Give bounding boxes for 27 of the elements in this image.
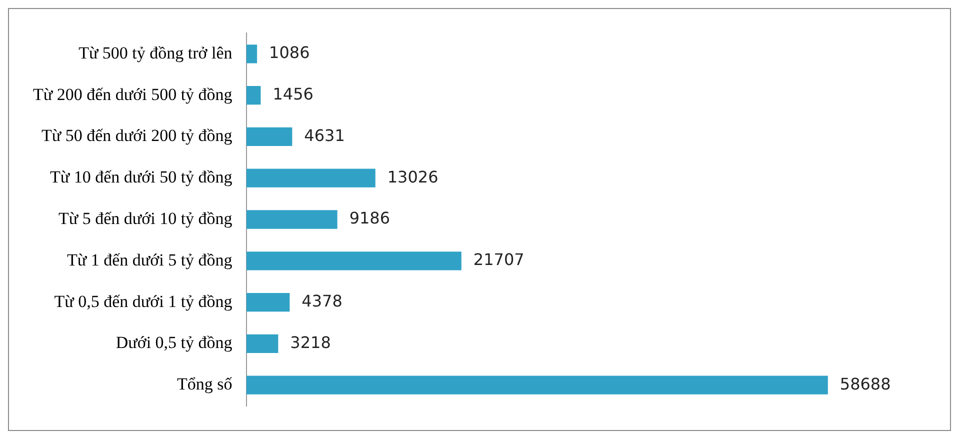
y-tick-label: Từ 200 đến dưới 500 tỷ đồng bbox=[32, 84, 233, 104]
data-label: 58688 bbox=[840, 374, 891, 394]
y-tick-label: Từ 1 đến dưới 5 tỷ đồng bbox=[66, 250, 233, 270]
y-tick-label: Từ 0,5 đến dưới 1 tỷ đồng bbox=[54, 292, 233, 311]
data-label: 4378 bbox=[302, 291, 342, 310]
data-label: 13026 bbox=[387, 167, 438, 186]
bar bbox=[246, 86, 261, 105]
data-label: 1456 bbox=[272, 84, 314, 104]
bar bbox=[246, 376, 828, 394]
data-label: 1086 bbox=[269, 43, 310, 62]
y-tick-label: Dưới 0,5 tỷ đồng bbox=[116, 333, 233, 352]
bar bbox=[246, 127, 292, 146]
bar bbox=[246, 210, 338, 229]
data-label: 3218 bbox=[290, 332, 331, 352]
bar bbox=[246, 334, 278, 354]
y-tick-label: Từ 500 tỷ đồng trở lên bbox=[78, 43, 233, 62]
bar bbox=[246, 44, 258, 64]
data-label: 4631 bbox=[304, 126, 345, 145]
bar bbox=[246, 252, 462, 270]
bar bbox=[246, 292, 290, 312]
data-label: 9186 bbox=[349, 208, 390, 228]
y-tick-label: Từ 50 đến dưới 200 tỷ đồng bbox=[41, 126, 233, 146]
y-tick-label: Tổng số bbox=[177, 374, 233, 394]
bar bbox=[246, 168, 376, 188]
y-tick-label: Từ 5 đến dưới 10 tỷ đồng bbox=[58, 208, 233, 228]
data-label: 21707 bbox=[473, 250, 524, 270]
y-tick-label: Từ 10 đến dưới 50 tỷ đồng bbox=[50, 168, 233, 187]
